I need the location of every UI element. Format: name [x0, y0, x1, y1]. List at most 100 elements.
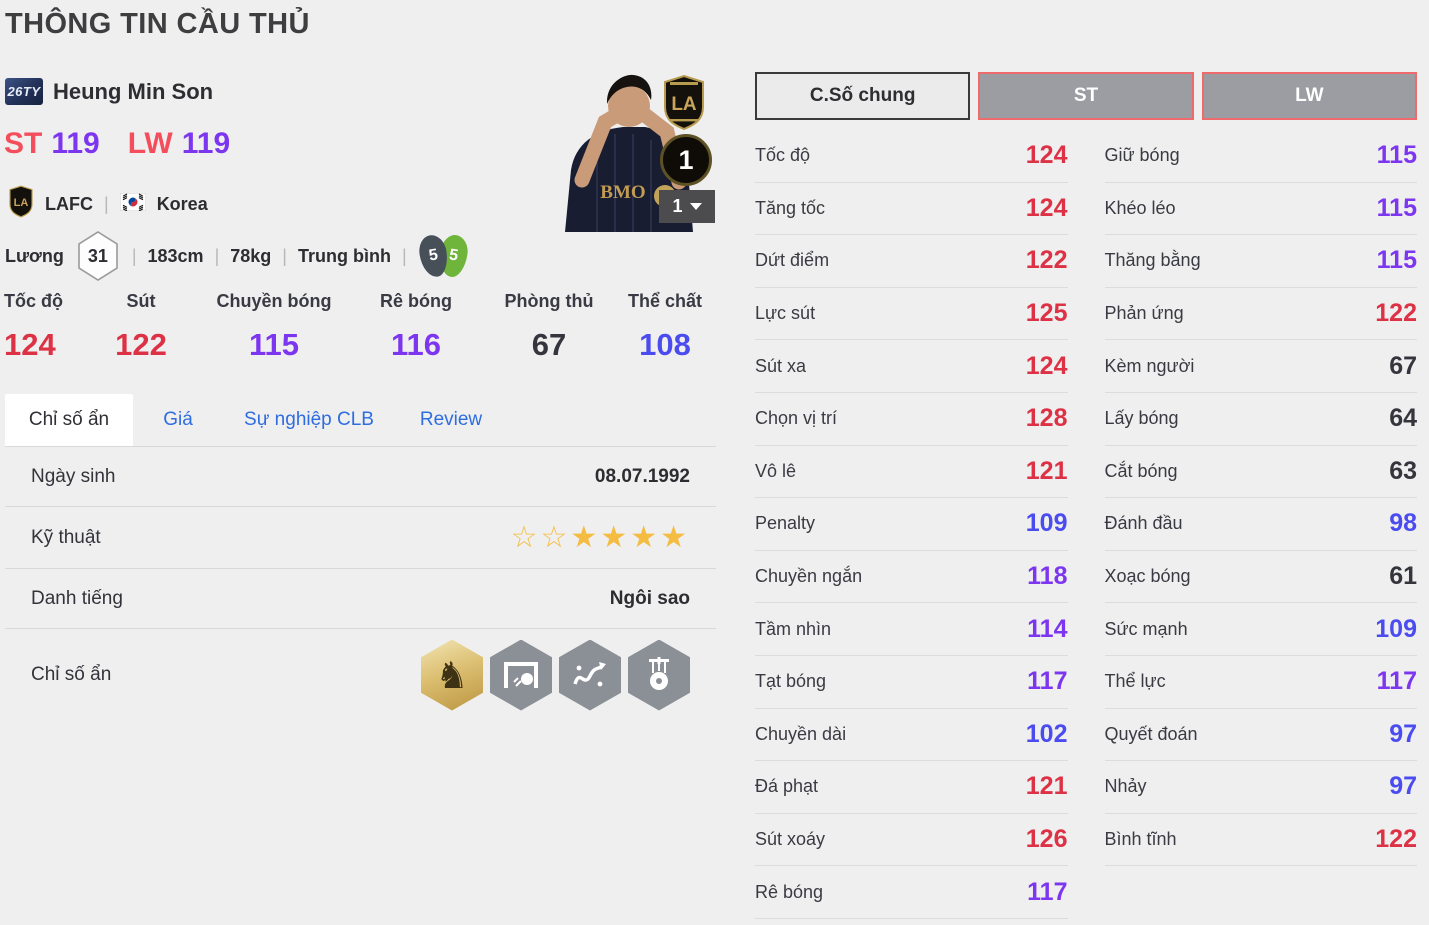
stat-value: 118	[1027, 562, 1068, 591]
main-stats: Tốc độ 124 Sút 122 Chuyền bóng 115 Rê bóng 116 P…	[0, 291, 716, 363]
stat-row: Penalty 109	[755, 498, 1068, 551]
main-stat-label: Thể chất	[627, 291, 702, 311]
stat-row: Tầm nhìn 114	[755, 603, 1068, 656]
stat-label: Đánh đầu	[1104, 513, 1183, 534]
stat-label: Sức mạnh	[1104, 618, 1188, 639]
stat-row: Phản ứng 122	[1104, 288, 1417, 341]
stat-label: Lực sút	[755, 303, 816, 324]
hidden-stats-label: Chỉ số ẩn	[31, 664, 112, 685]
stat-label: Chuyền dài	[755, 723, 847, 744]
stat-label: Dứt điểm	[755, 250, 830, 271]
row-fame: Danh tiếng Ngôi sao	[5, 569, 716, 629]
stat-label: Tầm nhìn	[755, 618, 832, 639]
stat-label: Lấy bóng	[1104, 408, 1179, 429]
stat-column-left: Tốc độ 124 Tăng tốc 124 Dứt điểm 122 Lực sút 12…	[755, 130, 1068, 919]
separator: |	[282, 245, 287, 266]
birthdate-value: 08.07.1992	[594, 465, 690, 487]
row-skill-moves: Kỹ thuật ☆☆★★★★	[5, 507, 716, 569]
stat-value: 102	[1025, 719, 1068, 748]
stat-row: Giữ bóng 115	[1104, 130, 1417, 183]
birthdate-label: Ngày sinh	[31, 465, 116, 487]
stat-label: Vô lê	[755, 460, 797, 481]
stat-label: Nhảy	[1104, 776, 1147, 797]
dribble-weave-icon[interactable]	[559, 639, 621, 711]
stat-label: Tạt bóng	[755, 671, 827, 692]
main-stat: Tốc độ 124	[0, 291, 82, 363]
stat-label: Chuyền ngắn	[755, 566, 863, 587]
stat-row: Cắt bóng 63	[1104, 446, 1417, 499]
stat-label: Sút xoáy	[755, 829, 826, 850]
svg-text:LA: LA	[671, 94, 697, 115]
main-stat-value: 122	[115, 327, 167, 362]
row-birthdate: Ngày sinh 08.07.1992	[5, 447, 716, 507]
stat-value: 63	[1389, 456, 1417, 485]
stat-value: 115	[1376, 193, 1417, 222]
stat-row: Đá phạt 121	[755, 761, 1068, 814]
enhance-level-dropdown[interactable]: 1	[659, 190, 715, 223]
nation-name: Korea	[156, 193, 208, 214]
position-ratings: ST 119 LW 119	[4, 127, 230, 161]
tab-2[interactable]: Giá	[163, 409, 193, 430]
page-title: THÔNG TIN CẦU THỦ	[5, 8, 310, 40]
stat-label: Bình tĩnh	[1104, 829, 1177, 850]
svg-text:LA: LA	[14, 197, 29, 209]
tab-bar: Chỉ số ẩn Giá Sự nghiệp CLB Review	[5, 394, 507, 446]
club-crest-icon: LA	[8, 185, 34, 223]
skill-star-rating: ☆☆★★★★	[510, 520, 690, 554]
stat-row: Bình tĩnh 122	[1104, 814, 1417, 867]
stat-value: 122	[1375, 299, 1417, 328]
stat-view-button-2[interactable]: ST	[978, 72, 1194, 120]
main-stat-label: Phòng thủ	[504, 291, 594, 311]
position-value: 119	[181, 127, 231, 160]
main-stat-label: Rê bóng	[380, 291, 452, 311]
goal-shot-icon[interactable]	[490, 639, 552, 711]
stat-row: Chuyền ngắn 118	[755, 551, 1068, 604]
player-weight: 78kg	[230, 245, 272, 266]
stat-value: 117	[1376, 667, 1417, 696]
foot-ratings: 5 5	[416, 233, 470, 279]
stat-value: 117	[1027, 667, 1068, 696]
separator: |	[401, 245, 407, 266]
stat-value: 126	[1025, 825, 1068, 854]
tab-1[interactable]: Chỉ số ẩn	[5, 394, 133, 446]
main-stat-label: Chuyền bóng	[216, 291, 332, 311]
stat-value: 128	[1025, 404, 1068, 433]
stat-label: Chọn vị trí	[755, 408, 838, 429]
stat-row: Dứt điểm 122	[755, 235, 1068, 288]
main-stat-value: 124	[4, 327, 56, 362]
stat-row: Tốc độ 124	[755, 130, 1068, 183]
body-type: Trung bình	[297, 245, 391, 266]
stat-label: Thể lực	[1104, 671, 1166, 692]
stat-label: Xoạc bóng	[1104, 566, 1191, 587]
stat-row: Thăng bằng 115	[1104, 235, 1417, 288]
stat-value: 117	[1027, 877, 1068, 906]
player-height: 183cm	[147, 245, 204, 266]
main-stat: Phòng thủ 67	[484, 291, 614, 363]
stat-row: Quyết đoán 97	[1104, 709, 1417, 762]
puppet-ball-icon[interactable]	[628, 639, 690, 711]
tab-3[interactable]: Sự nghiệp CLB	[244, 409, 374, 430]
chevron-down-icon	[689, 203, 702, 210]
stat-value: 124	[1025, 351, 1068, 380]
stat-label: Đá phạt	[755, 776, 819, 797]
separator: |	[214, 245, 220, 266]
stat-value: 109	[1025, 509, 1068, 538]
stat-label: Phản ứng	[1104, 303, 1184, 324]
fame-value: Ngôi sao	[609, 587, 690, 609]
stat-view-button-3[interactable]: LW	[1201, 72, 1417, 120]
stat-row: Sức mạnh 109	[1104, 603, 1417, 656]
position-label: LW	[127, 127, 173, 160]
stat-label: Kèm người	[1104, 355, 1195, 376]
stat-label: Khéo léo	[1104, 197, 1176, 218]
tab-4[interactable]: Review	[419, 409, 483, 430]
row-hidden-stats: Chỉ số ẩn ♞	[5, 629, 716, 721]
cavalry-horse-icon[interactable]: ♞	[421, 639, 483, 711]
stat-value: 98	[1389, 509, 1417, 538]
stat-label: Thăng bằng	[1104, 250, 1201, 271]
main-stat: Thể chất 108	[614, 291, 716, 363]
position-rating: LW 119	[128, 127, 230, 161]
salary-badge: 31	[75, 230, 121, 282]
main-stat-label: Tốc độ	[4, 291, 63, 311]
stat-view-button-1[interactable]: C.Số chung	[755, 72, 971, 120]
skill-label: Kỹ thuật	[31, 526, 101, 548]
